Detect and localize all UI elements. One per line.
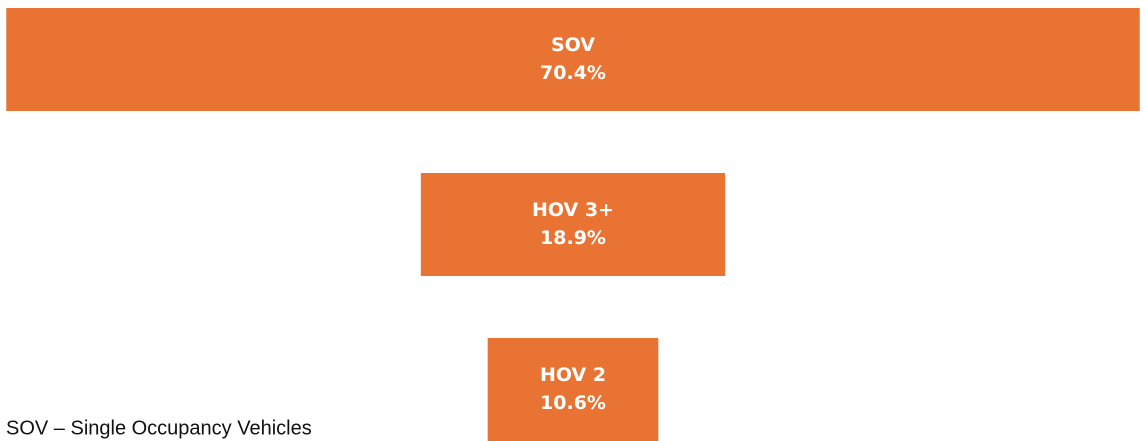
category-label: SOV xyxy=(551,34,595,56)
value-label: 10.6% xyxy=(540,392,606,414)
footnote: SOV – Single Occupancy Vehicles xyxy=(6,417,312,439)
funnel-bar xyxy=(487,338,659,441)
category-label: HOV 3+ xyxy=(532,199,614,221)
funnel-bar xyxy=(6,8,1140,111)
category-label: HOV 2 xyxy=(540,364,606,386)
funnel-bar xyxy=(420,173,726,276)
value-label: 18.9% xyxy=(540,227,606,249)
value-label: 70.4% xyxy=(540,62,606,84)
